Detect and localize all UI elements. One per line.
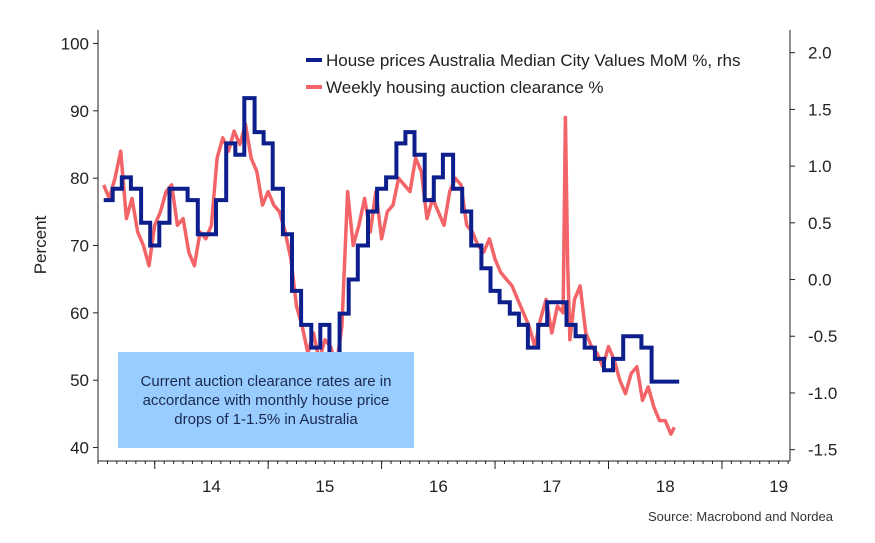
- y-left-tick-label: 80: [70, 169, 89, 188]
- series-line-house-prices: [103, 96, 680, 384]
- y-left-tick-label: 90: [70, 102, 89, 121]
- x-tick-label: 17: [542, 477, 561, 496]
- y-left-tick-label: 60: [70, 304, 89, 323]
- y-axis-label: Percent: [31, 215, 50, 274]
- source-note: Source: Macrobond and Nordea: [647, 509, 833, 524]
- legend-label-auction-clearance: Weekly housing auction clearance %: [326, 78, 604, 97]
- legend: House prices Australia Median City Value…: [306, 51, 740, 97]
- legend-label-house-prices: House prices Australia Median City Value…: [326, 51, 740, 70]
- x-tick-label: 18: [656, 477, 675, 496]
- x-tick-label: 14: [202, 477, 221, 496]
- y-right-tick-label: 1.0: [808, 157, 832, 176]
- series-layer: [102, 96, 680, 436]
- y-right-tick-label: -1.5: [808, 441, 837, 460]
- y-left-tick-label: 100: [61, 34, 89, 53]
- y-left-tick-label: 50: [70, 371, 89, 390]
- y-right-tick-label: 2.0: [808, 44, 832, 63]
- y-right-tick-label: 1.5: [808, 100, 832, 119]
- x-tick-label: 19: [769, 477, 788, 496]
- y-right-tick-label: -0.5: [808, 327, 837, 346]
- y-left-tick-label: 40: [70, 439, 89, 458]
- tick-group: 100 90 80 70 60 50 40 2.0 1.5 1.0 0.5 0.0 -0.5 -1.0 -1…: [61, 34, 838, 496]
- x-tick-label: 15: [315, 477, 334, 496]
- y-right-tick-label: -1.0: [808, 384, 837, 403]
- y-left-tick-label: 70: [70, 237, 89, 256]
- y-right-tick-label: 0.0: [808, 271, 832, 290]
- x-tick-label: 16: [429, 477, 448, 496]
- axes: Percent: [31, 30, 791, 462]
- y-right-tick-label: 0.5: [808, 214, 832, 233]
- annotation-box: Current auction clearance rates are in a…: [118, 352, 414, 448]
